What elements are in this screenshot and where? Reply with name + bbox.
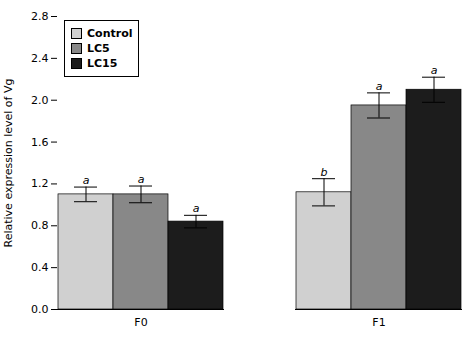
- html-text:LC15: LC15: [87, 57, 118, 70]
- html-text:LC5: LC5: [87, 42, 110, 55]
- svg-text:b: b: [321, 166, 328, 179]
- svg-text:a: a: [376, 80, 383, 93]
- svg-text:F0: F0: [134, 316, 147, 329]
- svg-text:0.0: 0.0: [31, 303, 49, 316]
- svg-text:a: a: [193, 202, 200, 215]
- svg-text:Relative expression level of V: Relative expression level of Vg: [2, 79, 15, 248]
- svg-text:a: a: [431, 64, 438, 77]
- svg-text:0.4: 0.4: [31, 261, 49, 274]
- svg-text:2.0: 2.0: [31, 94, 49, 107]
- svg-text:2.4: 2.4: [31, 52, 49, 65]
- svg-text:0.8: 0.8: [31, 219, 49, 232]
- html-text:Control: Control: [87, 27, 133, 40]
- svg-text:1.2: 1.2: [31, 177, 49, 190]
- svg-text:F1: F1: [372, 316, 385, 329]
- svg-text:2.8: 2.8: [31, 10, 49, 23]
- svg-text:a: a: [83, 174, 90, 187]
- svg-text:a: a: [138, 173, 145, 186]
- svg-text:1.6: 1.6: [31, 136, 49, 149]
